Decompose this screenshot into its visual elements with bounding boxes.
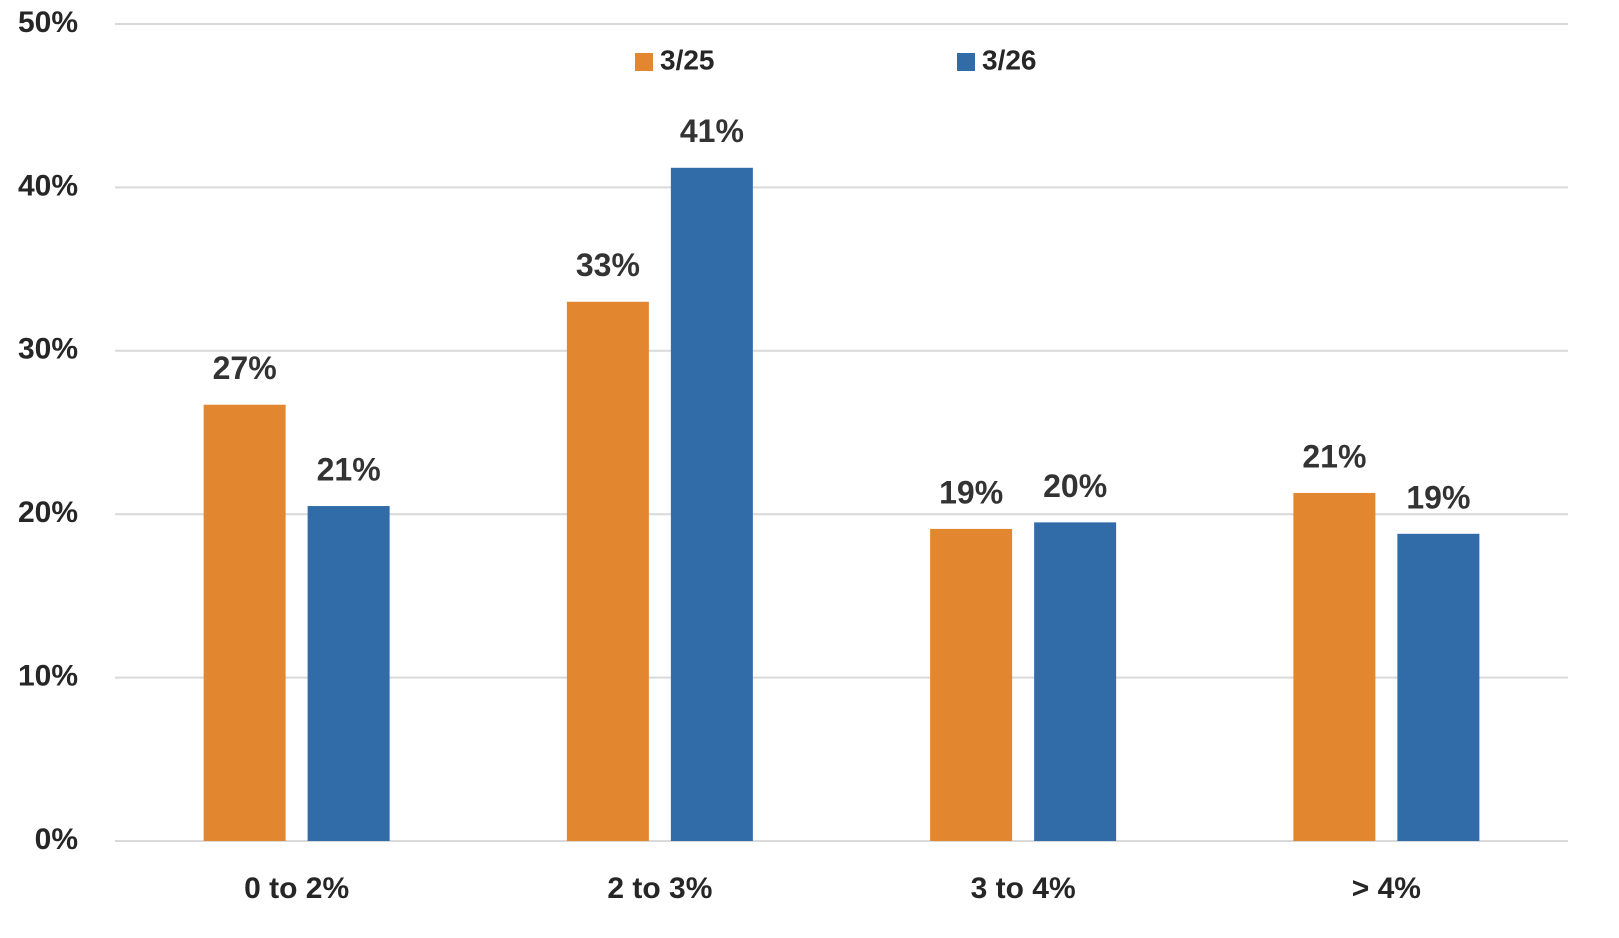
bar — [1293, 492, 1376, 841]
data-label: 21% — [1302, 438, 1366, 474]
legend-label: 3/25 — [660, 44, 715, 75]
x-tick-label: 0 to 2% — [244, 872, 349, 905]
data-label: 19% — [1406, 479, 1470, 515]
bar — [307, 506, 390, 841]
data-label: 20% — [1043, 468, 1107, 504]
bar — [1034, 522, 1117, 841]
data-label: 33% — [576, 247, 640, 283]
y-tick-label: 20% — [18, 496, 78, 529]
y-tick-label: 40% — [18, 169, 78, 202]
bar — [670, 167, 753, 842]
x-tick-label: 2 to 3% — [607, 872, 712, 905]
data-label: 41% — [680, 113, 744, 149]
bar — [1397, 533, 1480, 841]
legend-label: 3/26 — [982, 44, 1037, 75]
y-tick-label: 30% — [18, 333, 78, 366]
y-tick-label: 0% — [35, 823, 78, 856]
data-label: 21% — [317, 451, 381, 487]
data-label: 27% — [213, 350, 277, 386]
y-tick-label: 10% — [18, 660, 78, 693]
bar — [566, 301, 649, 841]
data-label: 19% — [939, 474, 1003, 510]
bar — [203, 404, 286, 841]
x-tick-label: 3 to 4% — [971, 872, 1076, 905]
x-tick-label: > 4% — [1352, 872, 1421, 905]
bar — [930, 528, 1013, 841]
legend-swatch — [635, 53, 653, 71]
y-tick-label: 50% — [18, 6, 78, 39]
legend-swatch — [957, 53, 975, 71]
